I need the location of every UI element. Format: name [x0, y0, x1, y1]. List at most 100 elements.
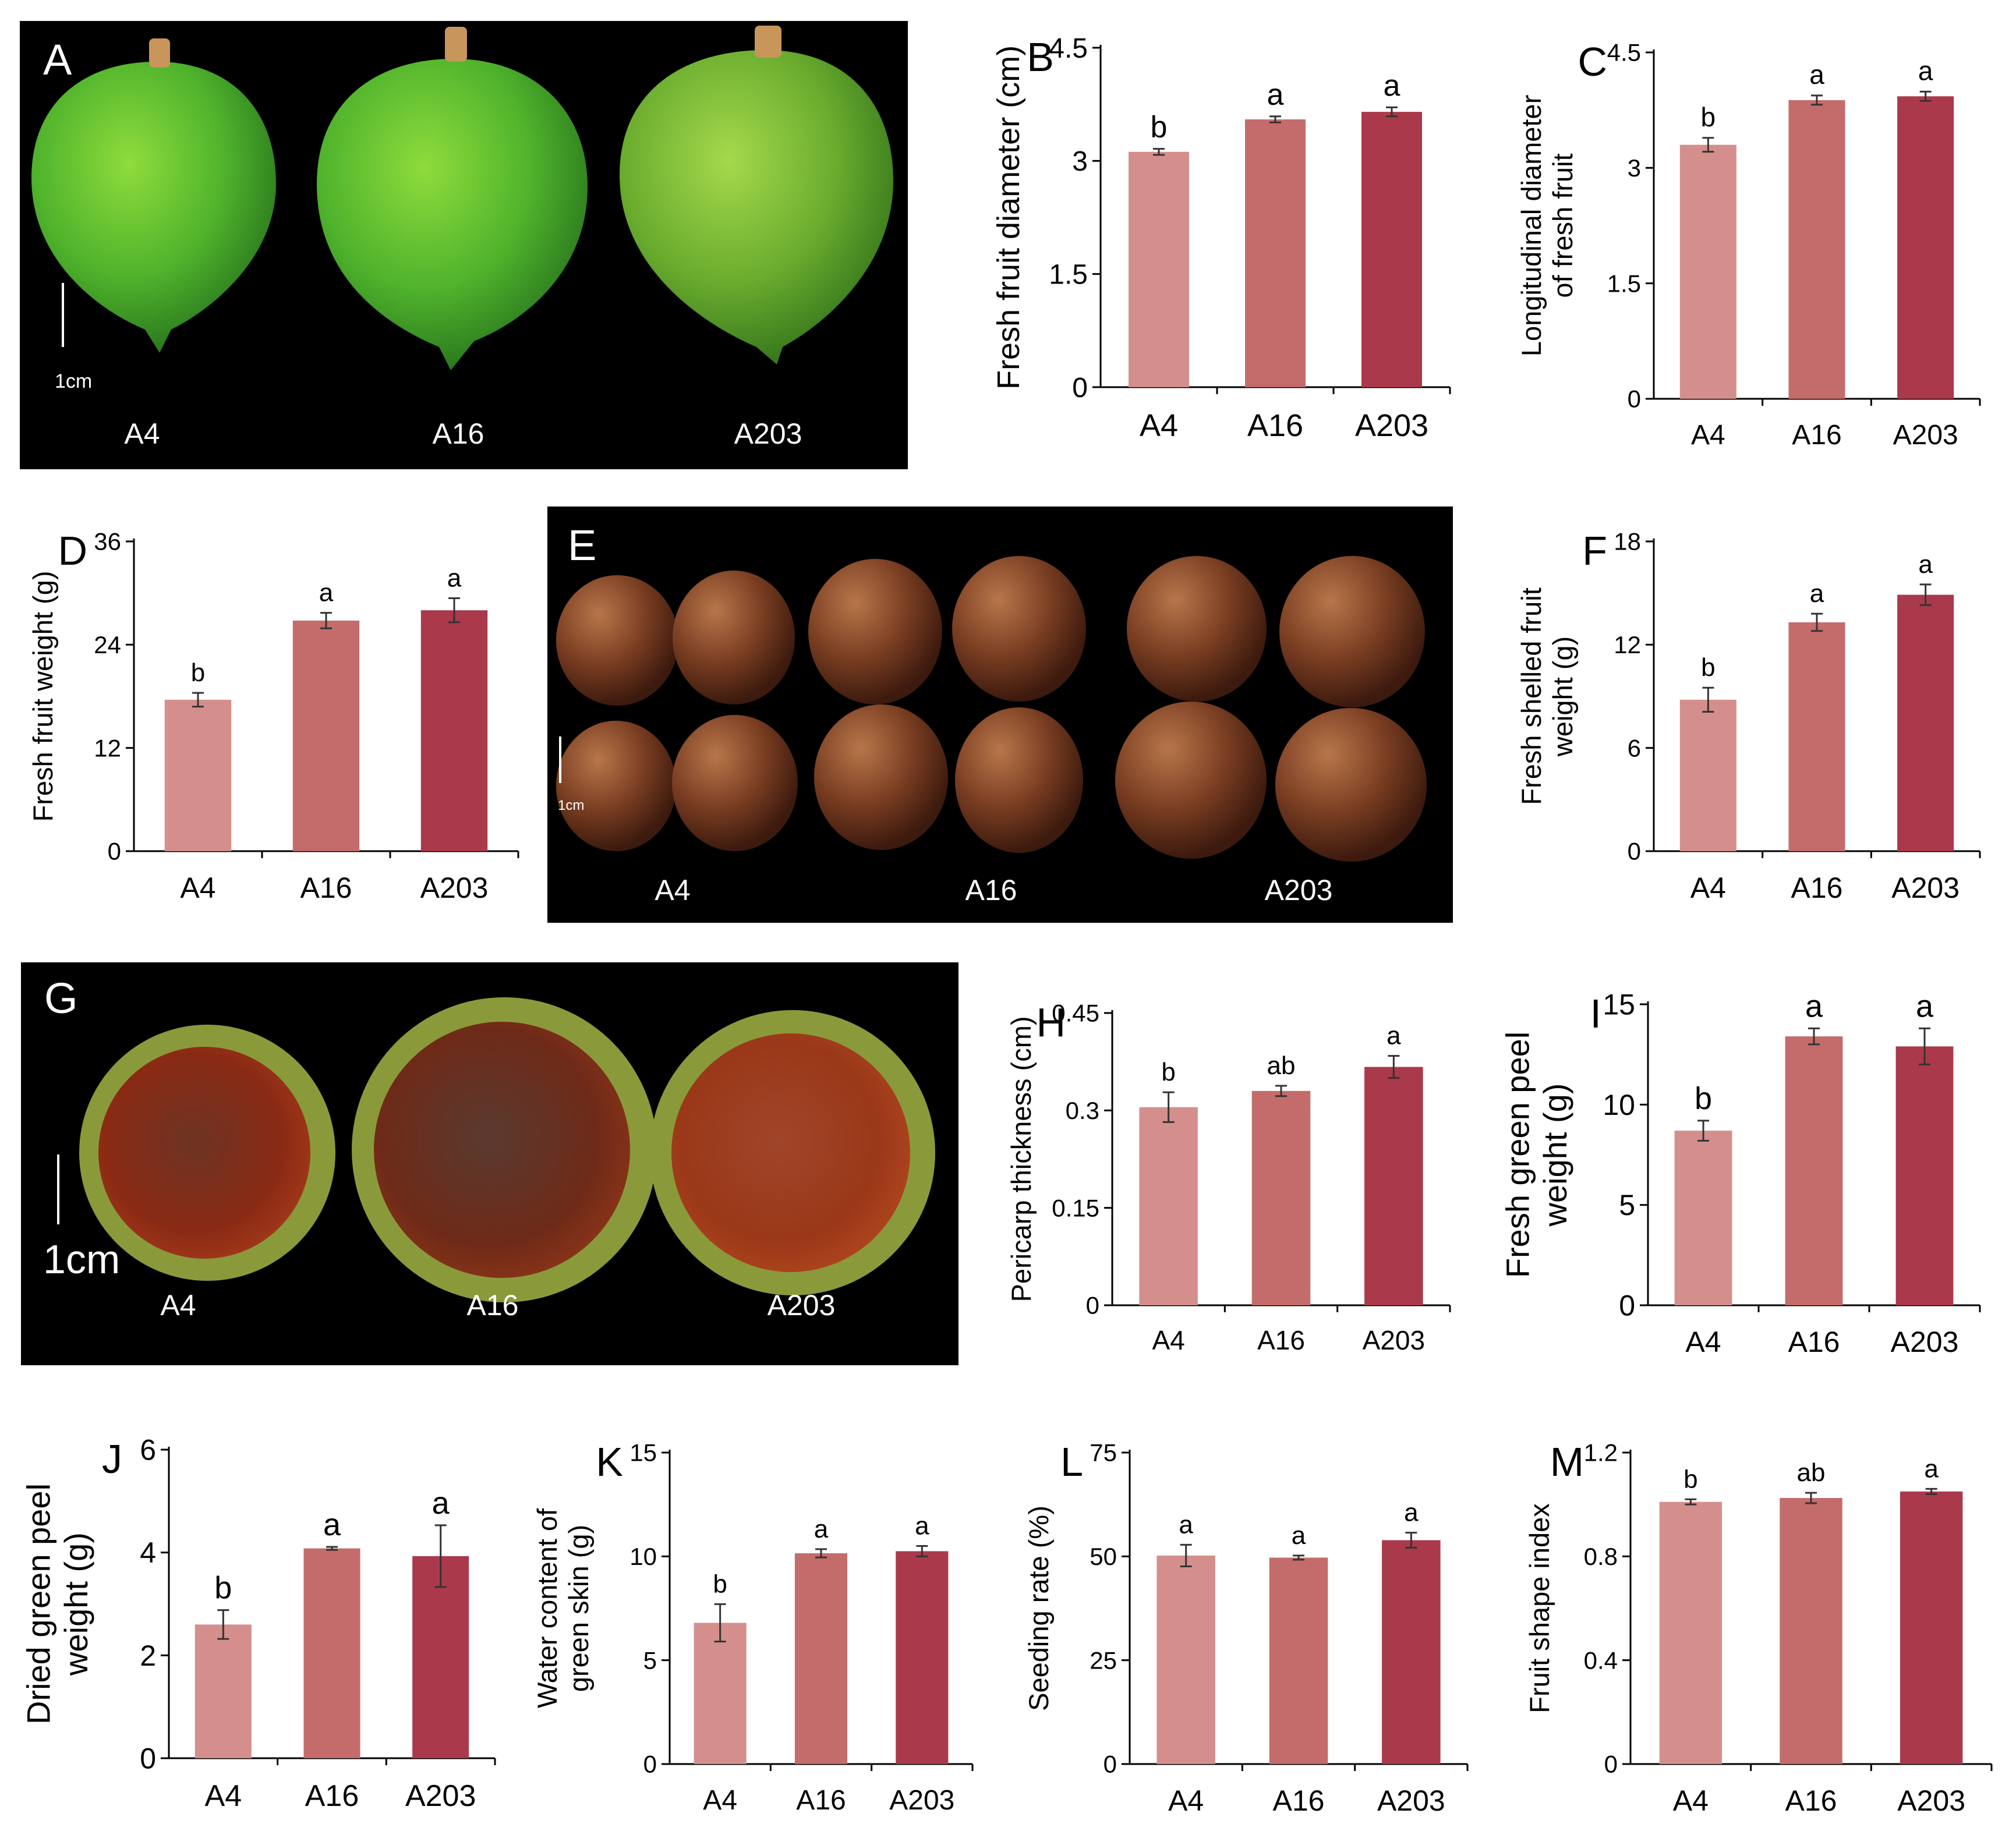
significance-letter-a203: a: [1387, 1022, 1401, 1050]
section-a16: [352, 997, 657, 1302]
chart-panel-f: 0 6 12 18 b A4 a A16 a A203 Fresh shelled fruit wei…: [1491, 501, 2003, 943]
category-label-a4: A4: [180, 872, 215, 904]
nuts-a203: [1115, 556, 1427, 862]
significance-letter-a4: b: [1701, 653, 1715, 682]
bar-a16: [1251, 1090, 1311, 1305]
photo-g-tag-a203: A203: [767, 1289, 836, 1322]
panel-label-j: J: [102, 1436, 122, 1482]
significance-letter-a4: b: [191, 658, 205, 687]
y-tick-label: 0.8: [1584, 1543, 1618, 1570]
y-tick-label: 50: [1090, 1543, 1117, 1570]
bar-chart-d: 0 12 24 36 b A4 a A16 a A203 Fresh fruit weight (g…: [27, 528, 519, 904]
bar-chart-j: 0 2 4 6 b A4 a A16 a A203 Dried green peel weight (…: [20, 1434, 496, 1813]
bar-chart-f: 0 6 12 18 b A4 a A16 a A203 Fresh shelled fruit wei…: [1516, 528, 1981, 904]
category-label-a16: A16: [1247, 408, 1303, 443]
y-tick-label: 4.5: [1607, 39, 1641, 66]
photo-panel-e: E 1cm A4 A16 A203: [547, 507, 1453, 923]
scale-bar-g: [57, 1154, 59, 1224]
significance-letter-a203: a: [915, 1512, 929, 1540]
significance-letter-a16: a: [814, 1515, 829, 1543]
scale-bar-a: [62, 283, 64, 347]
significance-letter-a203: a: [1918, 55, 1933, 86]
panel-label-h: H: [1036, 1000, 1066, 1045]
panel-label-k: K: [596, 1439, 623, 1485]
scale-label-e: 1cm: [558, 798, 585, 813]
y-tick-label: 3: [1628, 154, 1641, 182]
panel-label-g: G: [44, 974, 78, 1022]
section-a203: [650, 1010, 935, 1295]
y-tick-label: 0: [643, 1751, 657, 1778]
panel-label-l: L: [1060, 1439, 1083, 1485]
significance-letter-a4: b: [713, 1570, 727, 1598]
bar-a16: [1245, 119, 1306, 388]
y-tick-label: 4: [140, 1536, 156, 1569]
y-axis-title: Dried green peel: [23, 1483, 57, 1724]
panel-label-b: B: [1027, 34, 1054, 80]
y-tick-label: 0: [1072, 373, 1088, 403]
y-axis-title: Pericarp thickness (cm): [1006, 1017, 1037, 1302]
bar-a4: [1659, 1501, 1723, 1764]
significance-letter-a16: a: [323, 1507, 341, 1542]
bar-a203: [1895, 1046, 1954, 1305]
y-tick-label: 0: [140, 1742, 156, 1775]
photo-panel-g: G 1cm A4 A16 A203: [21, 962, 959, 1365]
y-axis-title: weight (g): [1547, 636, 1578, 757]
bar-a4: [1156, 1555, 1215, 1764]
bar-chart-k: 0 5 10 15 b A4 a A16 a A203 Water content of green …: [532, 1439, 974, 1816]
bar-a4: [1139, 1107, 1198, 1305]
significance-letter-a16: a: [1810, 579, 1824, 608]
significance-letter-a16: a: [1809, 59, 1824, 90]
category-label-a16: A16: [1791, 872, 1843, 904]
photo-e-tag-a16: A16: [965, 874, 1017, 906]
nuts-a16: [808, 556, 1086, 853]
panel-label-e: E: [568, 521, 597, 569]
chart-panel-l: 0 25 50 75 a A4 a A16 a A203 Seeding rate (%) L: [996, 1397, 1491, 1821]
category-label-a16: A16: [796, 1785, 846, 1816]
significance-letter-a203: a: [447, 564, 462, 593]
y-axis-title: Fresh shelled fruit: [1516, 587, 1547, 805]
significance-letter-a16: a: [1805, 989, 1823, 1023]
significance-letter-a203: a: [1918, 550, 1933, 579]
bar-a16: [1788, 100, 1845, 399]
category-label-a203: A203: [1893, 420, 1958, 451]
nuts-a4: [556, 571, 798, 851]
photo-a-tag-a203: A203: [734, 417, 802, 450]
scale-label-g: 1cm: [43, 1237, 121, 1282]
bar-a4: [1674, 1131, 1732, 1305]
y-tick-label: 15: [1603, 989, 1635, 1021]
category-label-a203: A203: [1355, 408, 1428, 443]
significance-letter-a4: b: [1683, 1465, 1697, 1493]
photo-e-tag-a203: A203: [1264, 874, 1333, 906]
bar-a203: [1900, 1491, 1963, 1764]
category-label-a4: A4: [1152, 1325, 1185, 1355]
y-tick-label: 18: [1614, 528, 1641, 555]
significance-letter-a16: ab: [1797, 1458, 1826, 1487]
fresh-fruit-illustration: [31, 26, 893, 370]
section-a4: [79, 1025, 335, 1281]
category-label-a203: A203: [1891, 1326, 1959, 1358]
significance-letter-a4: b: [1151, 111, 1168, 144]
y-tick-label: 0: [1628, 385, 1641, 413]
bar-a16: [292, 620, 360, 851]
y-axis-title: Fresh green peel: [1499, 1032, 1536, 1278]
y-tick-label: 3: [1072, 146, 1088, 177]
photo-g-tag-a4: A4: [160, 1289, 196, 1322]
chart-panel-d: 0 12 24 36 b A4 a A16 a A203 Fresh fruit weight (g…: [27, 501, 536, 943]
y-tick-label: 15: [629, 1439, 657, 1467]
chart-panel-c: 0 1.5 3 4.5 b A4 a A16 a A203 Longitudinal diamete…: [1491, 0, 2003, 483]
bar-a4: [1129, 151, 1189, 387]
y-tick-label: 2: [140, 1639, 156, 1672]
significance-letter-a203: a: [1404, 1499, 1419, 1527]
category-label-a4: A4: [1691, 420, 1725, 451]
photo-a-tag-a4: A4: [124, 417, 160, 450]
bar-a203: [1897, 96, 1954, 399]
category-label-a16: A16: [1788, 1326, 1840, 1358]
y-tick-label: 75: [1090, 1439, 1117, 1467]
y-tick-label: 0: [1604, 1751, 1618, 1778]
bar-chart-b: 0 1.5 3 4.5 b A4 a A16 a A203 Fresh fruit diameter…: [991, 33, 1451, 443]
significance-letter-a4: b: [1161, 1058, 1175, 1086]
shelled-nut-illustration: [556, 556, 1427, 862]
y-tick-label: 0.45: [1052, 1000, 1099, 1027]
bar-a4: [164, 699, 232, 851]
chart-panel-j: 0 2 4 6 b A4 a A16 a A203 Dried green peel weight (…: [20, 1397, 518, 1821]
